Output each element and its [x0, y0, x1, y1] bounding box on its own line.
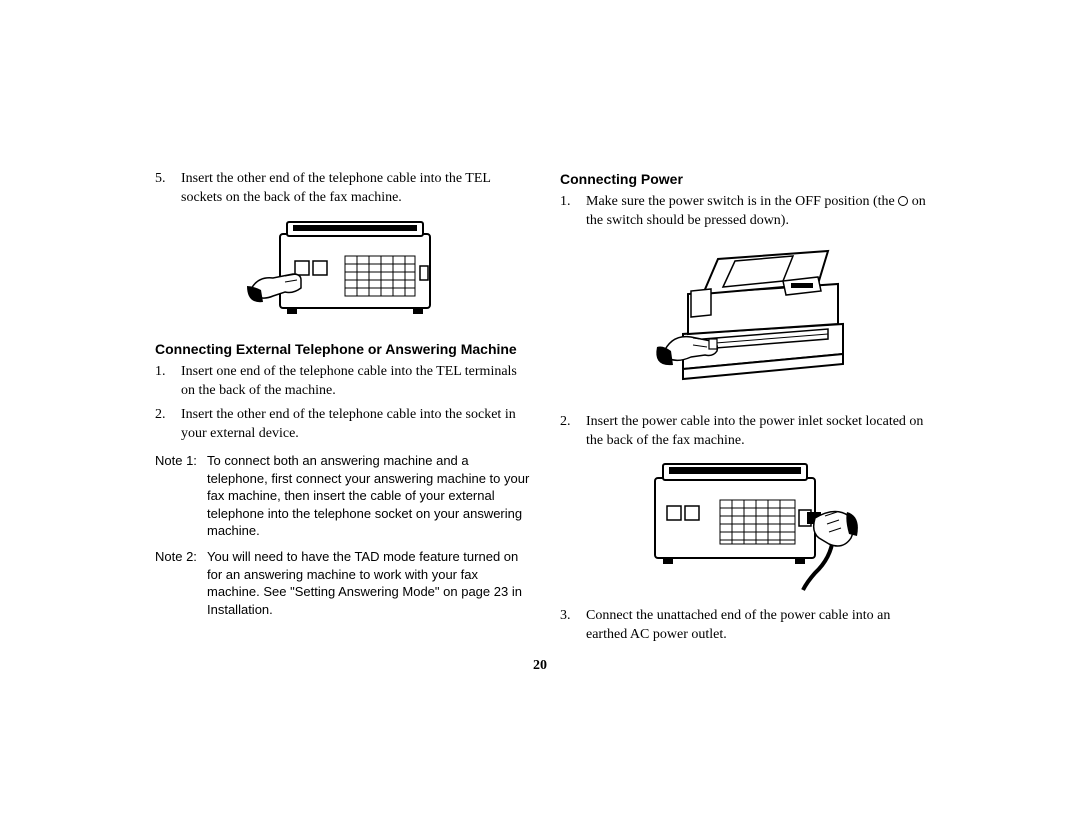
step-text: Insert the other end of the telephone ca… — [181, 171, 490, 205]
power-off-icon — [898, 196, 908, 206]
step-number: 2. — [560, 413, 571, 432]
note-1: Note 1: To connect both an answering mac… — [155, 452, 530, 540]
step-1: 1. Make sure the power switch is in the … — [578, 193, 935, 231]
step-5: 5. Insert the other end of the telephone… — [173, 170, 530, 208]
step-number: 3. — [560, 607, 571, 626]
step-text: Connect the unattached end of the power … — [586, 608, 890, 642]
step-list-left-bottom: 1. Insert one end of the telephone cable… — [155, 363, 530, 445]
step-list-right-2: 2. Insert the power cable into the power… — [560, 413, 935, 451]
figure-power-cable — [560, 458, 935, 593]
heading-connecting-power: Connecting Power — [560, 170, 935, 189]
step-3: 3. Connect the unattached end of the pow… — [578, 607, 935, 645]
step-2: 2. Insert the power cable into the power… — [578, 413, 935, 451]
page-number: 20 — [0, 658, 1080, 674]
step-text: Insert the other end of the telephone ca… — [181, 407, 516, 441]
step-number: 2. — [155, 406, 166, 425]
step-list-right-3: 3. Connect the unattached end of the pow… — [560, 607, 935, 645]
note-2: Note 2: You will need to have the TAD mo… — [155, 548, 530, 618]
note-body: To connect both an answering machine and… — [207, 452, 530, 540]
note-label: Note 1: — [155, 452, 207, 540]
step-text: Insert the power cable into the power in… — [586, 414, 923, 448]
left-column: 5. Insert the other end of the telephone… — [155, 170, 530, 651]
step-list-right: 1. Make sure the power switch is in the … — [560, 193, 935, 231]
right-column: Connecting Power 1. Make sure the power … — [560, 170, 935, 651]
note-body: You will need to have the TAD mode featu… — [207, 548, 530, 618]
step-number: 1. — [560, 193, 571, 212]
step-2: 2. Insert the other end of the telephone… — [173, 406, 530, 444]
figure-power-switch — [560, 239, 935, 399]
figure-tel-socket — [155, 216, 530, 326]
step-1: 1. Insert one end of the telephone cable… — [173, 363, 530, 401]
step-text: Make sure the power switch is in the OFF… — [586, 194, 926, 228]
heading-external-telephone: Connecting External Telephone or Answeri… — [155, 340, 530, 359]
note-label: Note 2: — [155, 548, 207, 618]
step-list-left-top: 5. Insert the other end of the telephone… — [155, 170, 530, 208]
step-text-before: Make sure the power switch is in the OFF… — [586, 194, 898, 209]
step-text: Insert one end of the telephone cable in… — [181, 364, 517, 398]
page-content: 5. Insert the other end of the telephone… — [155, 170, 935, 651]
step-number: 1. — [155, 363, 166, 382]
step-number: 5. — [155, 170, 166, 189]
